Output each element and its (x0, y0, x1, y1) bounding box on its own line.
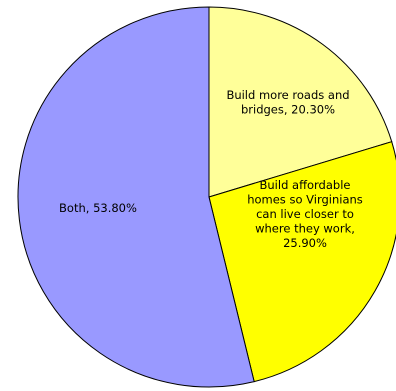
pie-slice-label-2: Build affordable homes so Virginians can l… (247, 178, 363, 250)
pie-slice-label-3: Both, 53.80% (59, 201, 137, 215)
pie-slice-label-line: Build more roads and (226, 88, 349, 102)
pie-slice-3 (17, 6, 255, 388)
pie-slice-label-line: bridges, 20.30% (241, 102, 335, 116)
pie-slice-label-line: Both, 53.80% (59, 201, 137, 215)
pie-labels: Build more roads and bridges, 20.30%Build… (59, 88, 363, 250)
pie-slice-label-line: where they work, (255, 222, 355, 236)
pie-slice-2 (208, 141, 396, 383)
pie-slice-label-line: 25.90% (283, 236, 327, 250)
pie-slice-label-line: homes so Virginians (247, 193, 363, 207)
pie-slice-1 (208, 6, 393, 198)
pie-slice-label-line: can live closer to (256, 207, 354, 221)
pie-slices (17, 6, 396, 388)
pie-slice-label-1: Build more roads and bridges, 20.30% (226, 88, 349, 117)
pie-slice-label-line: Build affordable (260, 178, 351, 192)
